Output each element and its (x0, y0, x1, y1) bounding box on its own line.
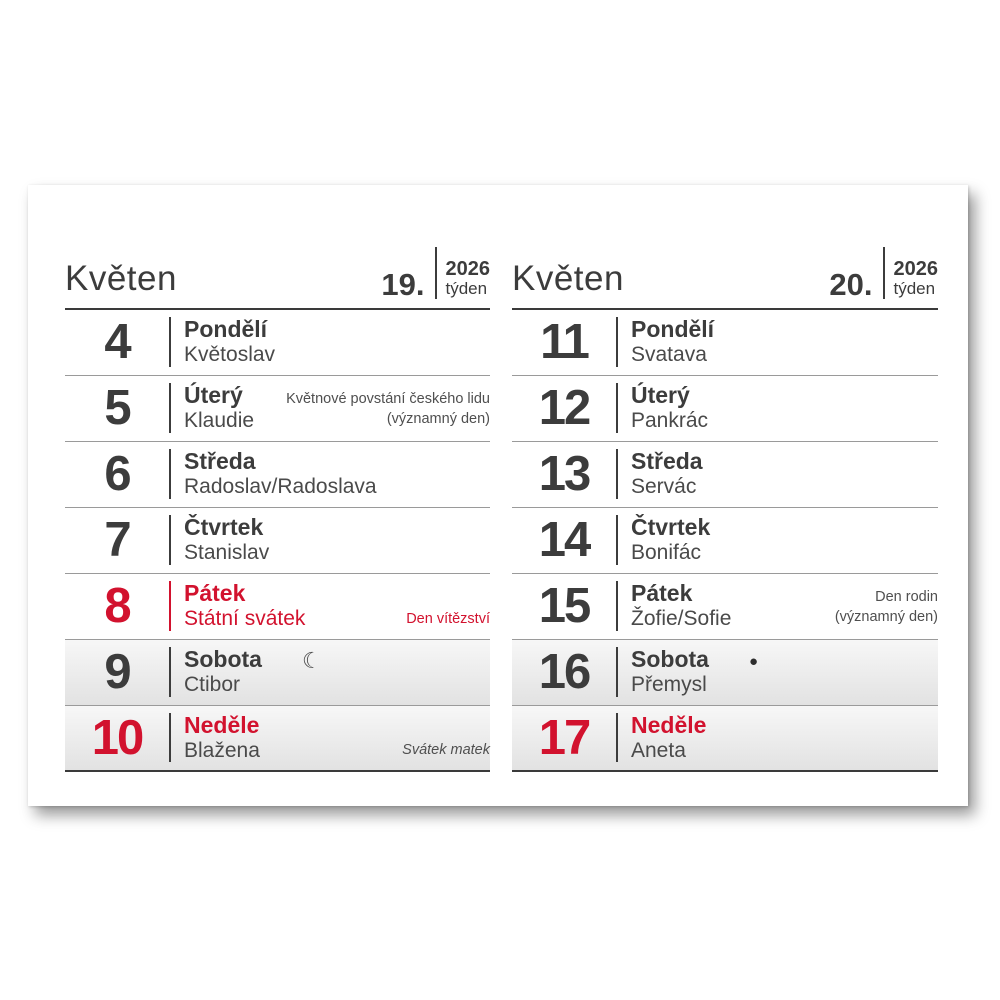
day-number: 14 (538, 513, 592, 567)
day-number: 6 (104, 447, 131, 501)
header-divider (434, 247, 437, 299)
year-stack: 2026 týden (446, 259, 491, 299)
day-row-thursday: 14 Čtvrtek Bonifác (512, 508, 938, 574)
day-row-sunday: 10 Neděle Blažena Svátek matek (65, 706, 490, 772)
year-label: 2026 (893, 258, 939, 281)
day-name: Pátek (631, 580, 693, 606)
day-row-friday: 15 Pátek Žofie/Sofie Den rodin (významný… (512, 574, 938, 640)
row-divider (169, 647, 171, 697)
row-divider (616, 449, 618, 499)
day-note: Den rodin (významný den) (834, 588, 938, 625)
row-divider (616, 515, 618, 565)
row-divider (616, 383, 618, 433)
day-row-saturday: 16 Sobota Přemysl ● (512, 640, 938, 706)
day-number: 5 (104, 381, 131, 435)
day-number: 16 (538, 645, 592, 699)
day-note: Květnové povstání českého lidu (významný… (286, 390, 490, 427)
day-number: 13 (538, 447, 592, 501)
name-day: Aneta (631, 739, 686, 763)
day-number: 4 (104, 315, 131, 369)
day-name: Neděle (631, 712, 707, 738)
week-number: 20. (829, 267, 873, 303)
row-divider (169, 515, 171, 565)
row-divider (169, 449, 171, 499)
day-name: Sobota (631, 646, 709, 672)
name-day: Blažena (184, 739, 260, 763)
day-name: Úterý (184, 382, 243, 408)
day-name: Středa (631, 448, 703, 474)
name-day: Svatava (631, 343, 707, 367)
week-word-label: týden (445, 279, 488, 299)
name-day: Květoslav (184, 343, 276, 367)
year-label: 2026 (445, 258, 491, 281)
month-title: Květen (65, 259, 177, 298)
name-day: Klaudie (184, 409, 255, 433)
name-day: Stanislav (184, 541, 270, 565)
week-20-column: Květen 20. 2026 týden 11 Pondělí Svatava… (512, 185, 938, 806)
day-note: Den vítězství (406, 611, 490, 628)
day-name: Čtvrtek (631, 514, 711, 540)
week-header: Květen 20. 2026 týden (512, 185, 938, 310)
day-row-friday-holiday: 8 Pátek Státní svátek Den vítězství (65, 574, 490, 640)
new-moon-icon: ● (749, 653, 759, 670)
name-day: Bonifác (631, 541, 702, 565)
day-name: Pondělí (631, 316, 715, 342)
day-number: 15 (538, 579, 592, 633)
week-header: Květen 19. 2026 týden (65, 185, 490, 310)
day-row-tuesday: 12 Úterý Pankrác (512, 376, 938, 442)
row-divider (616, 713, 618, 762)
name-day: Ctibor (184, 673, 241, 697)
week-word-label: týden (893, 279, 936, 299)
day-name: Pátek (184, 580, 246, 606)
day-row-sunday: 17 Neděle Aneta (512, 706, 938, 772)
day-row-monday: 11 Pondělí Svatava (512, 310, 938, 376)
day-number: 7 (104, 513, 131, 567)
month-title: Květen (512, 259, 624, 298)
year-stack: 2026 týden (894, 259, 939, 299)
day-name: Čtvrtek (184, 514, 264, 540)
day-name: Sobota (184, 646, 262, 672)
row-divider (616, 581, 618, 631)
day-row-thursday: 7 Čtvrtek Stanislav (65, 508, 490, 574)
name-day: Přemysl (631, 673, 707, 697)
day-row-monday: 4 Pondělí Květoslav (65, 310, 490, 376)
day-number: 10 (91, 711, 145, 765)
header-divider (882, 247, 885, 299)
week-number-block: 19. 2026 týden (381, 247, 491, 303)
day-name: Neděle (184, 712, 260, 738)
name-day: Radoslav/Radoslava (184, 475, 377, 499)
row-divider (616, 647, 618, 697)
day-number: 17 (538, 711, 592, 765)
day-row-tuesday: 5 Úterý Klaudie Květnové povstání českéh… (65, 376, 490, 442)
row-divider (169, 713, 171, 762)
row-divider (169, 317, 171, 367)
day-number: 11 (540, 315, 590, 369)
name-day: Servác (631, 475, 697, 499)
day-name: Pondělí (184, 316, 268, 342)
name-day: Pankrác (631, 409, 709, 433)
day-number: 9 (104, 645, 131, 699)
week-19-column: Květen 19. 2026 týden 4 Pondělí Květosla… (65, 185, 490, 806)
day-row-wednesday: 13 Středa Servác (512, 442, 938, 508)
week-number: 19. (381, 267, 425, 303)
day-row-saturday: 9 Sobota Ctibor ☾ (65, 640, 490, 706)
last-quarter-moon-icon: ☾ (302, 648, 322, 673)
row-divider (616, 317, 618, 367)
day-name: Středa (184, 448, 256, 474)
name-day: Žofie/Sofie (631, 607, 732, 631)
week-number-block: 20. 2026 týden (829, 247, 939, 303)
holiday-label: Státní svátek (184, 607, 306, 631)
day-name: Úterý (631, 382, 690, 408)
day-row-wednesday: 6 Středa Radoslav/Radoslava (65, 442, 490, 508)
day-note: Svátek matek (402, 742, 490, 759)
day-number: 8 (104, 579, 131, 633)
day-number: 12 (538, 381, 592, 435)
row-divider (169, 581, 171, 631)
calendar-card: Květen 19. 2026 týden 4 Pondělí Květosla… (28, 185, 968, 806)
row-divider (169, 383, 171, 433)
